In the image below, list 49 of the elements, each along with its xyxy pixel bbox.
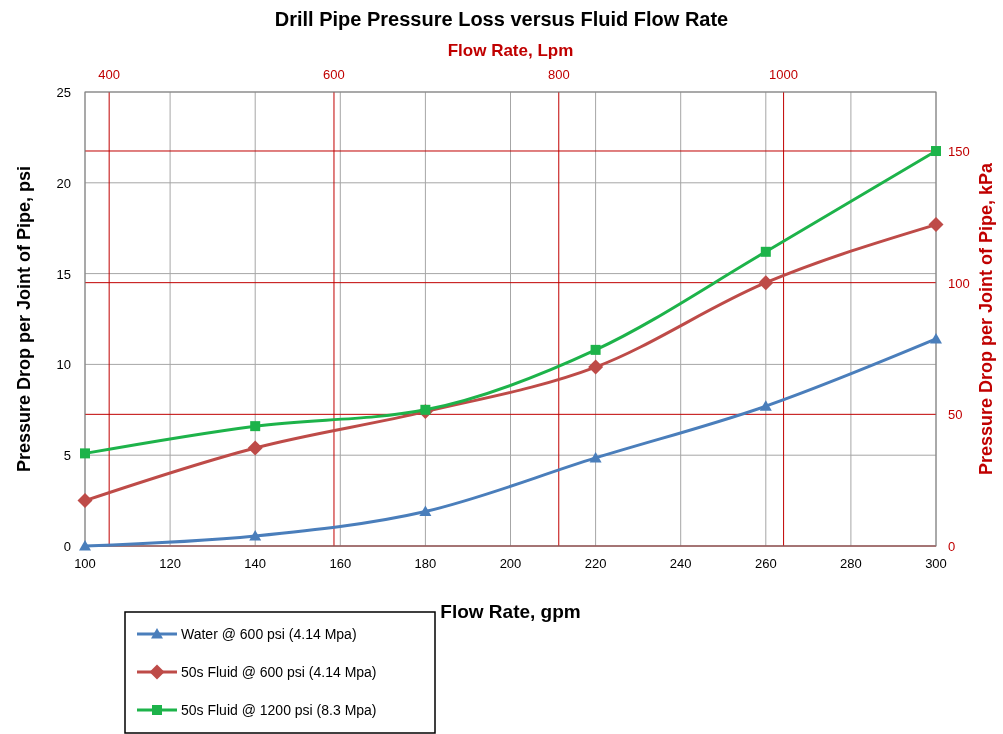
point [249,530,262,541]
x-tick-label: 300 [925,556,947,571]
point [250,421,261,432]
point [589,451,602,463]
x-tick-label: 280 [840,556,862,571]
y2-tick-label: 0 [948,539,956,554]
point [931,146,941,157]
point [80,448,90,459]
y2-tick-label: 150 [948,143,970,159]
x2-axis-title: Flow Rate, Lpm [447,41,574,60]
legend-label: Water @ 600 psi (4.14 Mpa) [181,626,357,642]
point [588,359,604,375]
x-tick-label: 160 [329,556,352,571]
y-tick-label: 15 [56,266,71,282]
point [247,440,263,456]
point [77,493,93,509]
y-tick-label: 10 [56,357,71,373]
y2-tick-label: 100 [948,275,970,291]
point [79,540,91,551]
point [590,344,601,355]
y-tick-label: 25 [56,85,71,100]
point [420,404,431,415]
x-tick-label: 120 [159,556,181,571]
x-tick-label: 220 [584,556,607,571]
y-tick-label: 20 [56,175,71,191]
x-tick-label: 200 [499,556,522,571]
y2-axis-title: Pressure Drop per Joint of Pipe, kPa [976,161,996,476]
x-tick-label: 100 [74,556,96,571]
x-tick-label: 260 [754,556,777,571]
y-tick-label: 0 [63,539,71,554]
x-tick-label: 140 [244,556,267,571]
x2-tick-label: 600 [323,67,345,82]
x2-tick-label: 1000 [769,67,799,82]
x2-tick-label: 400 [98,67,121,82]
y-axis-title: Pressure Drop per Joint of Pipe, psi [14,165,34,473]
point [759,400,772,411]
x-tick-label: 180 [414,556,437,571]
x-axis-title: Flow Rate, gpm [440,601,581,622]
x2-tick-label: 800 [547,67,570,82]
point [419,505,432,516]
point [760,246,771,257]
chart-title: Drill Pipe Pressure Loss versus Fluid Flow Rate [274,8,729,30]
y2-tick-label: 50 [948,407,963,423]
y-tick-label: 5 [63,448,71,464]
point [758,275,774,291]
legend-label: 50s Fluid @ 600 psi (4.14 Mpa) [181,664,377,680]
point [928,217,944,233]
legend-label: 50s Fluid @ 1200 psi (8.3 Mpa) [181,702,377,718]
x-tick-label: 240 [669,556,692,571]
